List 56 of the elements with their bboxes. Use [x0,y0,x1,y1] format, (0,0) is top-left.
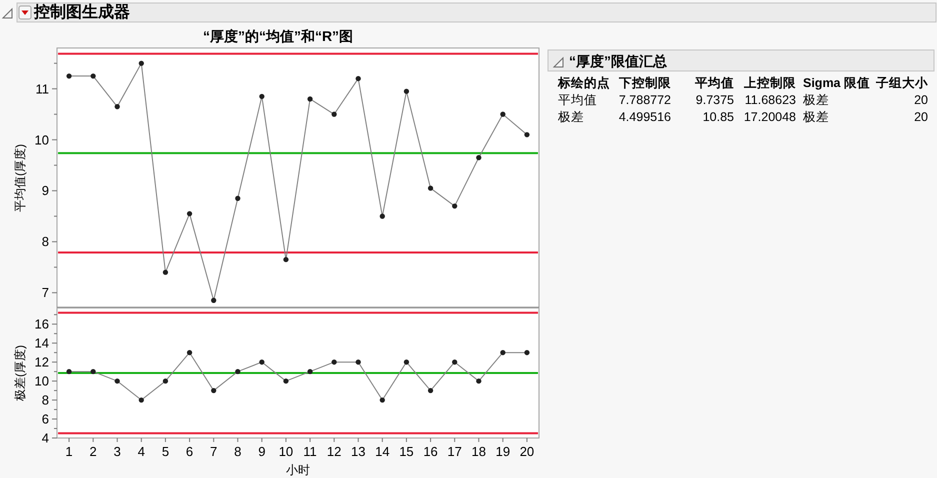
x-tick-label: 9 [258,444,266,459]
x-tick-label: 10 [278,444,294,459]
table-header: 平均值 [695,76,734,90]
x-tick-label: 15 [399,444,414,459]
y-tick-label: 14 [34,336,49,351]
table-cell: 4.499516 [618,110,671,124]
y-tick-label: 10 [34,374,49,389]
y-tick-label: 6 [42,412,49,427]
x-tick-label: 8 [234,444,242,459]
x-tick-label: 3 [114,444,121,459]
table-cell: 极差 [803,93,829,107]
x-tick-label: 13 [351,444,366,459]
table-header: 子组大小 [876,76,928,90]
table-header: Sigma 限值 [803,76,870,90]
y-tick-label: 7 [42,285,49,300]
table-header: 下控制限 [619,76,671,90]
x-tick-label: 19 [496,444,510,459]
x-tick-label: 7 [210,444,218,459]
table-cell: 9.7375 [696,93,734,107]
table-cell: 11.68623 [744,93,796,107]
y-tick-label: 12 [34,354,49,370]
table-header: 标绘的点 [558,76,610,90]
x-tick-label: 6 [186,444,194,459]
x-tick-label: 5 [162,444,170,459]
table-cell: 20 [914,93,928,107]
x-tick-label: 17 [447,444,462,459]
y-tick-label: 11 [36,81,49,96]
table-cell: 17.20048 [744,110,796,124]
x-tick-label: 2 [90,444,97,459]
table-cell: 7.788772 [618,93,671,107]
table-cell: 极差 [558,110,584,124]
y-tick-label: 9 [42,183,49,198]
x-tick-label: 1 [65,444,73,459]
x-tick-label: 20 [520,444,534,459]
y-tick-label: 4 [42,430,49,446]
x-tick-label: 11 [303,444,317,459]
header: 控制图生成器 [34,4,130,21]
y-axis-title: 极差(厚度) [13,345,27,401]
y-tick-label: 16 [34,316,49,332]
table-header: 上控制限 [744,76,796,90]
x-tick-label: 12 [326,444,342,459]
y-axis-title: 平均值(厚度) [13,144,27,212]
table-cell: 极差 [803,110,829,124]
x-tick-label: 18 [472,444,486,459]
y-tick-label: 10 [34,132,49,148]
x-axis-title: 小时 [286,463,310,477]
y-tick-label: 8 [42,234,49,250]
x-tick-label: 16 [423,444,438,459]
chart-title: “厚度”的“均值”和“R”图 [202,28,354,44]
header: “厚度”限值汇总 [569,53,667,69]
x-tick-label: 14 [375,444,390,459]
table-cell: 20 [914,110,928,124]
y-tick-label: 8 [42,392,49,408]
table-cell: 平均值 [558,93,597,107]
table-cell: 10.85 [702,110,734,124]
x-tick-label: 4 [138,444,145,459]
